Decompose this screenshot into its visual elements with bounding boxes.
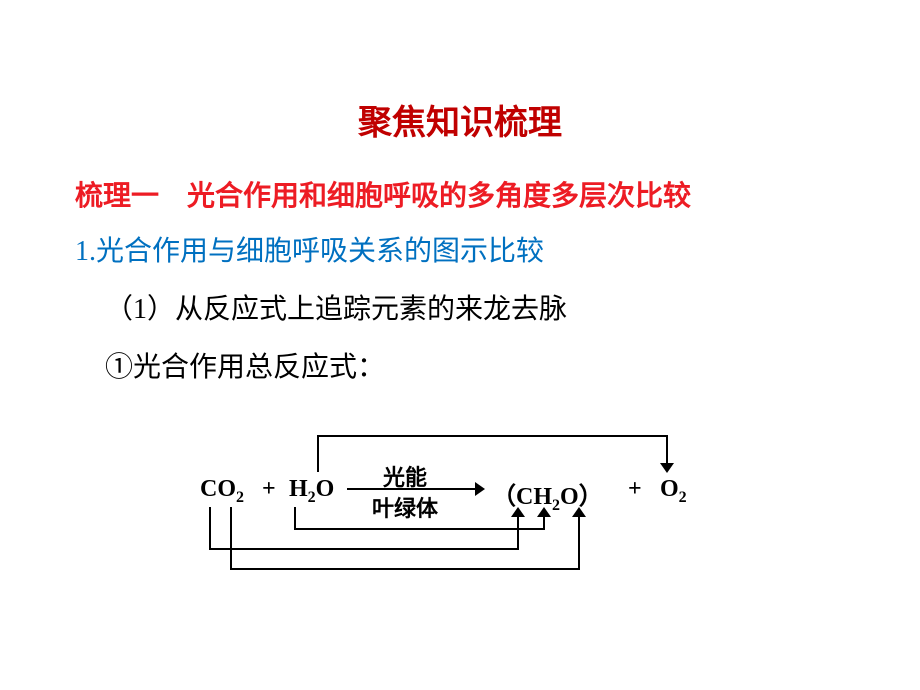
subtitle: 1.光合作用与细胞呼吸关系的图示比较 — [75, 229, 920, 269]
chloroplast-label: 叶绿体 — [372, 491, 438, 523]
co2-text: CO — [200, 476, 236, 502]
bottom-bracket-2-left — [230, 507, 232, 568]
top-bracket-right-vertical — [666, 435, 668, 465]
h2o-sub: 2 — [308, 489, 316, 506]
bottom-bracket-3-horizontal — [294, 528, 545, 530]
bottom-bracket-1-left — [209, 507, 211, 548]
o2-o: O — [660, 476, 679, 502]
item-2: ①光合作用总反应式： — [105, 345, 920, 385]
h2o-h: H — [289, 476, 308, 502]
h2o-o: O — [316, 476, 335, 502]
ch2o-sub: 2 — [552, 497, 560, 514]
bottom-bracket-1-horizontal — [209, 548, 519, 550]
co2-sub: 2 — [236, 489, 244, 506]
plus-2: + — [628, 476, 642, 503]
bottom-bracket-3-arrow — [537, 507, 551, 517]
plus-1: + — [262, 476, 276, 503]
bottom-bracket-2-arrow — [572, 507, 586, 517]
top-bracket-arrow — [660, 463, 674, 473]
section-heading: 梳理一 光合作用和细胞呼吸的多角度多层次比较 — [75, 174, 920, 214]
top-bracket-left-vertical — [317, 435, 319, 472]
o2-sub: 2 — [679, 489, 687, 506]
item-1: （1）从反应式上追踪元素的来龙去脉 — [105, 287, 920, 327]
h2o-label: H2O — [289, 476, 334, 507]
bottom-bracket-2-right — [578, 515, 580, 568]
reaction-arrow-head — [475, 482, 485, 496]
o2-label: O2 — [660, 476, 687, 507]
equation-diagram: CO2 + H2O 光能 叶绿体 （CH2O） + O2 — [200, 410, 750, 585]
bottom-bracket-2-horizontal — [230, 568, 580, 570]
co2-label: CO2 — [200, 476, 244, 507]
bottom-bracket-1-arrow — [511, 507, 525, 517]
light-label: 光能 — [383, 460, 427, 492]
bottom-bracket-1-right — [517, 515, 519, 548]
bottom-bracket-3-left — [294, 507, 296, 528]
main-title: 聚焦知识梳理 — [0, 0, 920, 144]
top-bracket-horizontal — [317, 435, 668, 437]
